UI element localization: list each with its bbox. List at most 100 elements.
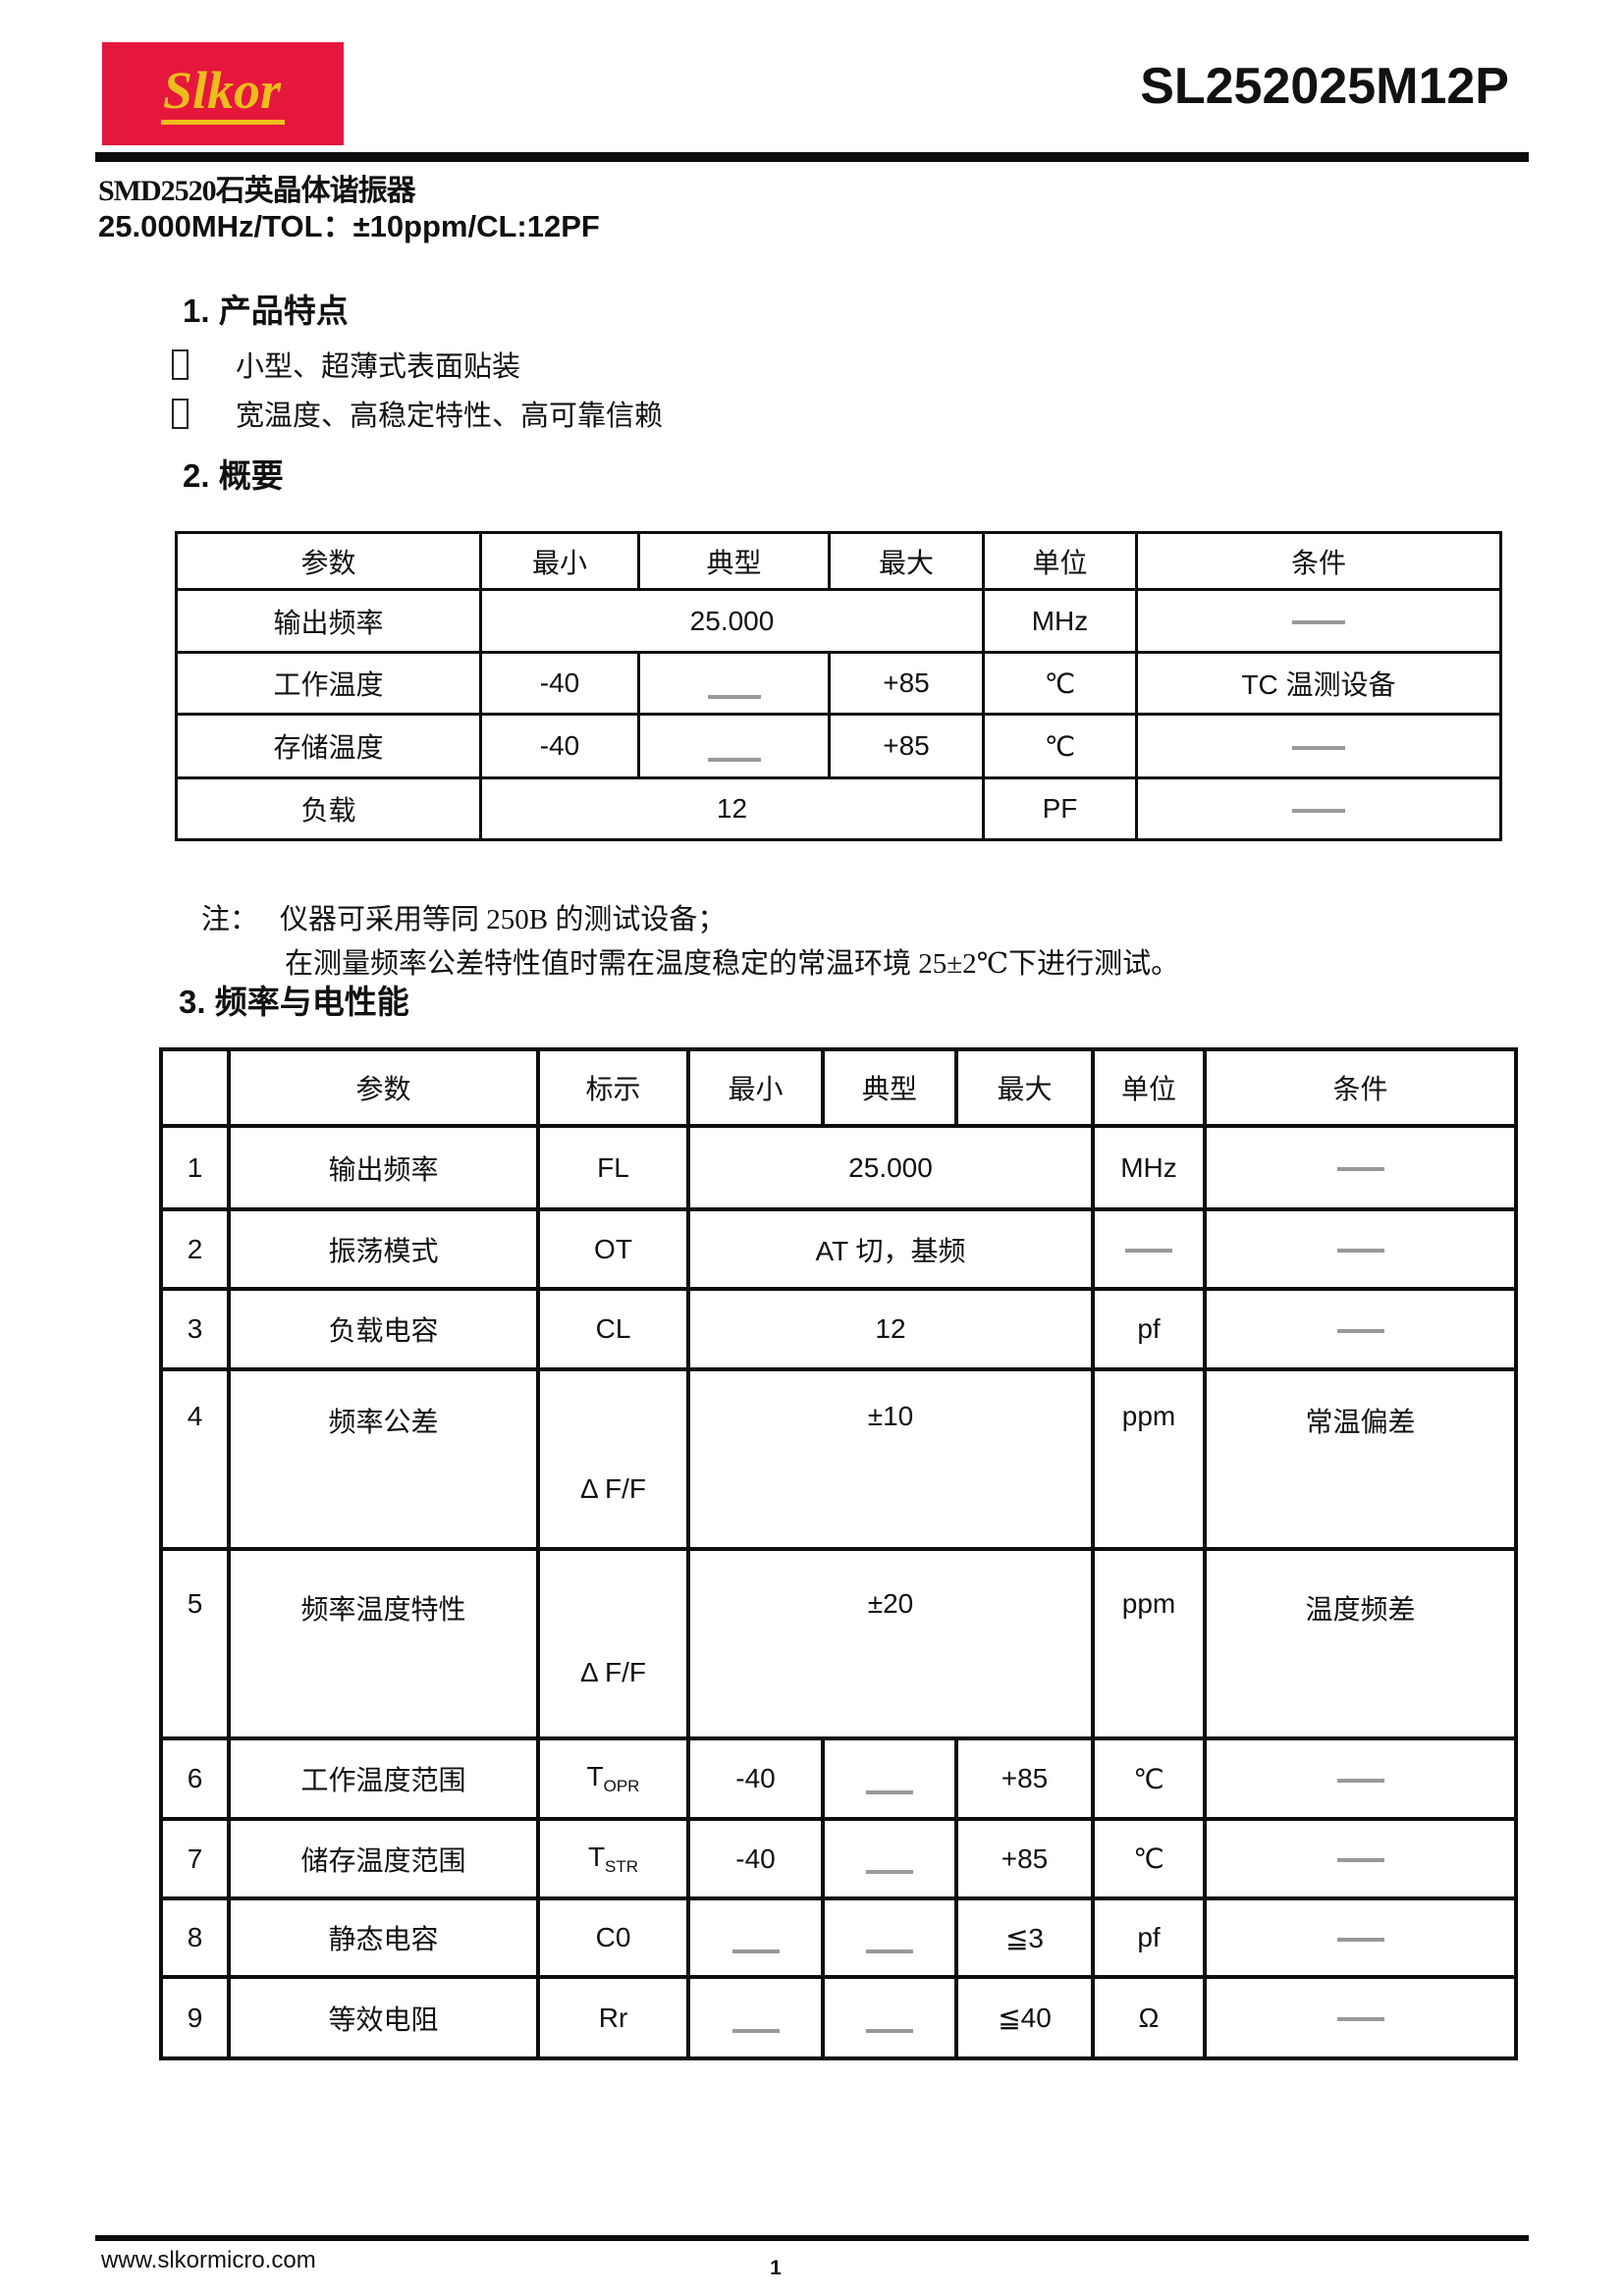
cell-unit: MHz bbox=[982, 588, 1138, 654]
cell-param: 等效电阻 bbox=[227, 1975, 540, 2060]
placeholder-dash bbox=[1336, 2017, 1384, 2022]
cell-unit: MHz bbox=[1091, 1124, 1207, 1211]
feature-text: 小型、超薄式表面贴装 bbox=[236, 351, 521, 383]
header-divider bbox=[95, 152, 1529, 162]
col-header-typ: 典型 bbox=[637, 531, 831, 591]
placeholder-dash bbox=[866, 1949, 913, 1953]
placeholder-dash bbox=[866, 2029, 913, 2034]
table-row: 1 输出频率 FL 25.000 MHz bbox=[159, 1124, 1518, 1211]
placeholder-dash bbox=[1292, 808, 1345, 813]
cell-index: 9 bbox=[159, 1975, 231, 2060]
cell-mark: OT bbox=[536, 1207, 690, 1291]
table-row: 负载 12 PF bbox=[175, 776, 1502, 841]
cell-index: 2 bbox=[159, 1207, 231, 1291]
cell-cond bbox=[1203, 1124, 1518, 1211]
table-header-row: 参数 最小 典型 最大 单位 条件 bbox=[175, 531, 1502, 591]
note-line-1: 注： 仪器可采用等同 250B 的测试设备； bbox=[201, 898, 1179, 942]
mark-subscript: OPR bbox=[603, 1777, 640, 1795]
col-header-unit: 单位 bbox=[1091, 1047, 1207, 1128]
overview-table: 参数 最小 典型 最大 单位 条件 输出频率 25.000 MHz 工作温度 -… bbox=[175, 531, 1502, 841]
placeholder-dash bbox=[866, 1789, 913, 1794]
cell-index: 8 bbox=[159, 1896, 231, 1979]
cell-value: ±10 bbox=[686, 1367, 1095, 1551]
placeholder-dash bbox=[1292, 745, 1345, 750]
cell-param: 工作温度范围 bbox=[227, 1736, 540, 1821]
placeholder-dash bbox=[707, 694, 761, 699]
cell-cond bbox=[1203, 1287, 1518, 1371]
table-row: 存储温度 -40 +85 ℃ bbox=[175, 713, 1502, 779]
note-text: 仪器可采用等同 250B 的测试设备； bbox=[280, 904, 727, 935]
placeholder-dash bbox=[1125, 1249, 1172, 1254]
cell-min: -40 bbox=[479, 651, 640, 716]
cell-mark: Δ F/F bbox=[536, 1547, 690, 1740]
table-row: 工作温度 -40 +85 ℃ TC 温测设备 bbox=[175, 651, 1502, 716]
mark-main: T bbox=[587, 1841, 606, 1872]
table-row: 9 等效电阻 Rr ≦40 Ω bbox=[159, 1975, 1518, 2060]
cell-cond bbox=[1135, 588, 1502, 654]
cell-unit: PF bbox=[982, 776, 1138, 841]
placeholder-dash bbox=[1336, 1167, 1384, 1172]
col-header-cond: 条件 bbox=[1203, 1047, 1518, 1128]
cell-unit bbox=[1091, 1207, 1207, 1291]
col-header-min: 最小 bbox=[479, 531, 640, 591]
cell-param: 储存温度范围 bbox=[227, 1817, 540, 1900]
cell-cond bbox=[1203, 1207, 1518, 1291]
col-header-mark: 标示 bbox=[536, 1047, 690, 1128]
cell-cond: 温度频差 bbox=[1203, 1547, 1518, 1740]
cell-param: 频率温度特性 bbox=[227, 1547, 540, 1740]
placeholder-dash bbox=[731, 2029, 780, 2034]
section-1-title: 1. 产品特点 bbox=[183, 293, 349, 329]
cell-param: 输出频率 bbox=[227, 1124, 540, 1211]
spec-table: 参数 标示 最小 典型 最大 单位 条件 1 输出频率 FL 25.000 MH… bbox=[159, 1047, 1518, 2060]
mark-main: T bbox=[586, 1761, 604, 1791]
placeholder-dash bbox=[1292, 620, 1345, 625]
cell-max: +85 bbox=[828, 651, 985, 716]
cell-cond bbox=[1203, 1736, 1518, 1821]
cell-typ bbox=[821, 1896, 958, 1979]
cell-max: +85 bbox=[954, 1817, 1095, 1900]
section-3-title: 3. 频率与电性能 bbox=[179, 984, 409, 1020]
cell-max: ≦3 bbox=[954, 1896, 1095, 1979]
cell-param: 输出频率 bbox=[175, 588, 482, 654]
cell-index: 3 bbox=[159, 1287, 231, 1371]
cell-param: 负载 bbox=[175, 776, 482, 841]
cell-unit: ppm bbox=[1091, 1367, 1207, 1551]
cell-min: -40 bbox=[686, 1817, 825, 1900]
cell-min: -40 bbox=[686, 1736, 825, 1821]
cell-cond: TC 温测设备 bbox=[1135, 651, 1502, 716]
cell-value: 25.000 bbox=[686, 1124, 1095, 1211]
cell-unit: ℃ bbox=[982, 713, 1138, 779]
table-row: 3 负载电容 CL 12 pf bbox=[159, 1287, 1518, 1371]
col-header-max: 最大 bbox=[954, 1047, 1095, 1128]
cell-index: 7 bbox=[159, 1817, 231, 1900]
mark-subscript: STR bbox=[605, 1856, 639, 1876]
cell-cond bbox=[1203, 1896, 1518, 1979]
slkor-logo-text: Slkor bbox=[160, 64, 286, 125]
cell-min bbox=[686, 1975, 825, 2060]
feature-item: 宽温度、高稳定特性、高可靠信赖 bbox=[172, 393, 663, 434]
slkor-logo: Slkor bbox=[102, 42, 344, 145]
cell-value: 12 bbox=[686, 1287, 1095, 1371]
cell-mark: CL bbox=[536, 1287, 690, 1371]
table-row: 6 工作温度范围 TOPR -40 +85 ℃ bbox=[159, 1736, 1518, 1821]
table-row: 5 频率温度特性 Δ F/F ±20 ppm 温度频差 bbox=[159, 1547, 1518, 1740]
cell-unit: ℃ bbox=[1091, 1736, 1207, 1821]
product-spec-line: 25.000MHz/TOL：±10ppm/CL:12PF bbox=[98, 209, 600, 243]
cell-typ bbox=[821, 1817, 958, 1900]
cell-min: -40 bbox=[479, 713, 640, 779]
cell-mark: Rr bbox=[536, 1975, 690, 2060]
note-block: 注： 仪器可采用等同 250B 的测试设备； 在测量频率公差特性值时需在温度稳定的… bbox=[201, 898, 1179, 987]
col-header-cond: 条件 bbox=[1135, 531, 1502, 591]
cell-unit: ppm bbox=[1091, 1547, 1207, 1740]
cell-max: +85 bbox=[828, 713, 985, 779]
cell-param: 负载电容 bbox=[227, 1287, 540, 1371]
cell-value: 25.000 bbox=[479, 588, 985, 654]
note-line-2: 在测量频率公差特性值时需在温度稳定的常温环境 25±2℃下进行测试。 bbox=[285, 948, 1180, 980]
placeholder-dash bbox=[1336, 1328, 1384, 1333]
cell-param: 存储温度 bbox=[175, 713, 482, 779]
cell-index: 4 bbox=[159, 1367, 231, 1551]
table-header-row: 参数 标示 最小 典型 最大 单位 条件 bbox=[159, 1047, 1518, 1128]
table-row: 4 频率公差 Δ F/F ±10 ppm 常温偏差 bbox=[159, 1367, 1518, 1551]
feature-text: 宽温度、高稳定特性、高可靠信赖 bbox=[236, 400, 664, 432]
cell-cond: 常温偏差 bbox=[1203, 1367, 1518, 1551]
